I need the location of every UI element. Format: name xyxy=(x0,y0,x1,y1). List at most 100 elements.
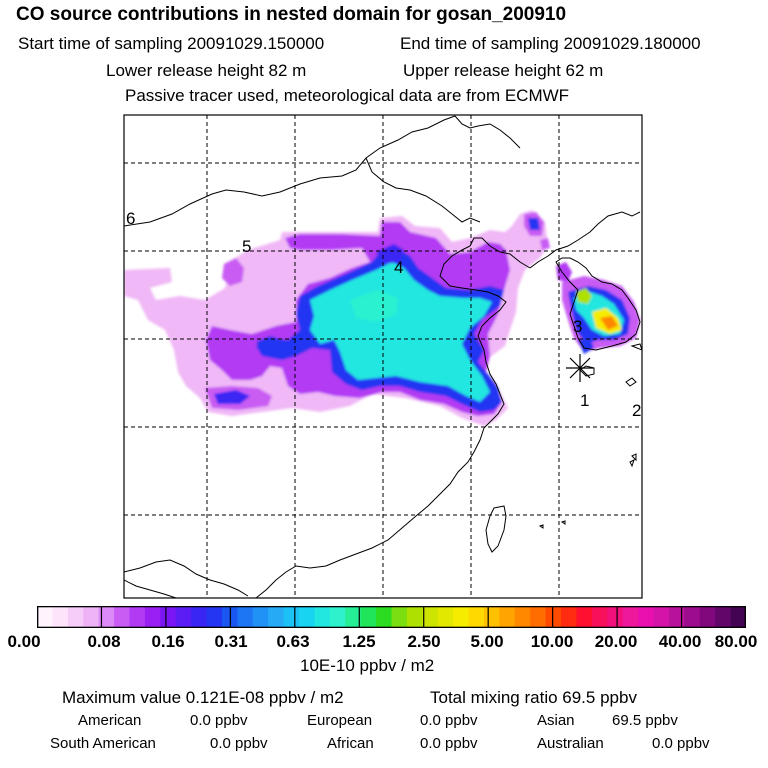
korea-coast xyxy=(555,257,641,351)
colorbar-segment xyxy=(653,606,670,628)
japan-fragment-2 xyxy=(630,343,642,351)
colorbar-tick-0: 0.00 xyxy=(7,632,41,651)
coastlines xyxy=(124,115,642,598)
colorbar-segment xyxy=(561,606,578,628)
ne-patch-2 xyxy=(540,238,550,250)
colorbar-segment xyxy=(514,606,531,628)
colorbar-segment xyxy=(252,606,269,628)
map-plot: 1 2 3 4 5 6 xyxy=(123,114,643,599)
plume-cyan xyxy=(310,262,492,402)
island-dot xyxy=(538,520,566,529)
plume-patch-nw xyxy=(222,258,244,286)
colorbar-segment xyxy=(576,606,593,628)
plume-blue-sw xyxy=(214,390,250,404)
region-asian-label: Asian xyxy=(537,712,575,729)
region-south-american-value: 0.0 ppbv xyxy=(210,735,268,752)
bohai-coast xyxy=(439,237,531,429)
receptor-asterisk-icon xyxy=(566,354,594,382)
total-mixing-ratio: Total mixing ratio 69.5 ppbv xyxy=(430,688,637,707)
taiwan xyxy=(485,505,507,553)
colorbar-segment xyxy=(499,606,516,628)
colorbar-segment xyxy=(52,606,69,628)
colorbar-tick-9: 20.00 xyxy=(594,632,638,651)
colorbar-tick-5: 1.25 xyxy=(342,632,376,651)
colorbar-segment xyxy=(314,606,331,628)
colorbar-segment xyxy=(391,606,408,628)
region-australian-label: Australian xyxy=(537,735,604,752)
plume-blue-west xyxy=(256,336,284,356)
colorbar-segment xyxy=(345,606,362,628)
region-asian-value: 69.5 ppbv xyxy=(612,712,678,729)
ne-patch-inner xyxy=(528,218,540,230)
colorbar-tick-8: 10.00 xyxy=(530,632,574,651)
ryukyu-islands xyxy=(629,453,637,468)
lower-release-height: Lower release height 82 m xyxy=(106,61,307,80)
marker-3: 3 xyxy=(573,317,582,336)
colorbar-segment xyxy=(329,606,346,628)
colorbar-tick-4: 0.63 xyxy=(276,632,310,651)
colorbar-segment xyxy=(376,606,393,628)
colorbar-segment xyxy=(437,606,454,628)
plume-cyan-inner xyxy=(350,290,398,322)
colorbar-segment xyxy=(607,606,624,628)
china-korea-border xyxy=(529,211,641,269)
colorbar-segment xyxy=(83,606,100,628)
colorbar-tick-3: 0.31 xyxy=(214,632,248,651)
marker-5: 5 xyxy=(242,237,251,256)
colorbar-segment xyxy=(160,606,177,628)
region-african-value: 0.0 ppbv xyxy=(420,735,478,752)
south-border xyxy=(124,559,249,597)
colorbar-segment xyxy=(206,606,223,628)
region-european-label: European xyxy=(307,712,373,729)
colorbar-segment xyxy=(622,606,639,628)
colorbar-segment xyxy=(668,606,685,628)
sampling-end-time: End time of sampling 20091029.180000 xyxy=(400,34,701,53)
colorbar-segment xyxy=(283,606,300,628)
colorbar-segment xyxy=(175,606,192,628)
colorbar-segment xyxy=(530,606,547,628)
colorbar-segment xyxy=(453,606,470,628)
colorbar-segment xyxy=(268,606,285,628)
colorbar-tick-1: 0.08 xyxy=(87,632,121,651)
chart-title: CO source contributions in nested domain… xyxy=(16,4,567,25)
china-mongolia-border xyxy=(124,115,456,227)
korea-north-patch xyxy=(556,262,572,282)
marker-4: 4 xyxy=(394,258,403,277)
colorbar-segment xyxy=(591,606,608,628)
region-african-label: African xyxy=(327,735,374,752)
tracer-note: Passive tracer used, meteorological data… xyxy=(125,86,570,105)
colorbar-segment xyxy=(237,606,254,628)
marker-6: 6 xyxy=(126,209,135,228)
colorbar-segment xyxy=(684,606,701,628)
concentration-field xyxy=(124,210,640,426)
colorbar-segment xyxy=(483,606,500,628)
colorbar-unit: 10E-10 ppbv / m2 xyxy=(300,656,435,675)
region-american-label: American xyxy=(78,712,142,729)
south-border-2 xyxy=(124,579,177,598)
colorbar-tick-6: 2.50 xyxy=(407,632,441,651)
colorbar-segment xyxy=(715,606,732,628)
colorbar-tick-2: 0.16 xyxy=(151,632,185,651)
colorbar-border xyxy=(37,606,746,628)
colorbar-tick-7: 5.00 xyxy=(470,632,504,651)
manchuria-border xyxy=(454,115,521,149)
colorbar-segment xyxy=(638,606,655,628)
colorbar-segment xyxy=(699,606,716,628)
region-american-value: 0.0 ppbv xyxy=(190,712,248,729)
colorbar xyxy=(37,606,746,628)
marker-2: 2 xyxy=(632,401,641,420)
colorbar-segment xyxy=(37,606,54,628)
colorbar-segment xyxy=(422,606,439,628)
colorbar-segment xyxy=(360,606,377,628)
colorbar-segment xyxy=(144,606,161,628)
korea-hotspot-south xyxy=(578,338,594,354)
graticule xyxy=(124,115,642,598)
region-european-value: 0.0 ppbv xyxy=(420,712,478,729)
region-south-american-label: South American xyxy=(50,735,156,752)
colorbar-segment xyxy=(299,606,316,628)
upper-release-height: Upper release height 62 m xyxy=(403,61,604,80)
map-frame xyxy=(123,114,643,599)
colorbar-tick-10: 40.00 xyxy=(658,632,702,651)
colorbar-segment xyxy=(67,606,84,628)
region-australian-value: 0.0 ppbv xyxy=(652,735,710,752)
